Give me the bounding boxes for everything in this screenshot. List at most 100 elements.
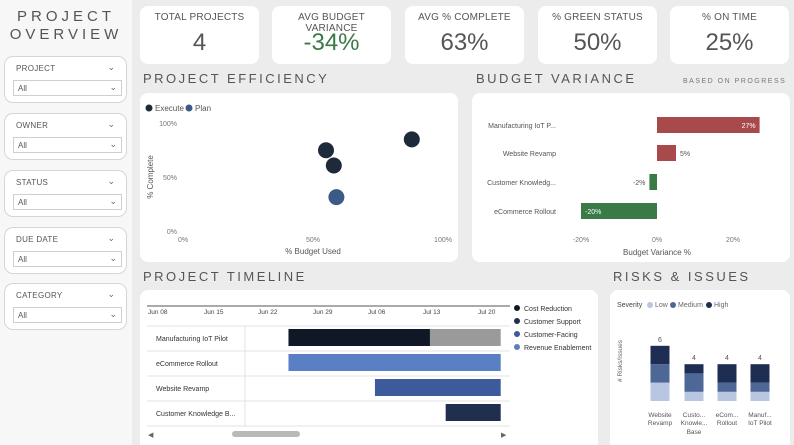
chevron-down-icon[interactable]: ⌄ bbox=[109, 196, 117, 206]
filter-value: All bbox=[18, 141, 27, 150]
budget-bar[interactable] bbox=[649, 174, 657, 190]
risk-total-label: 6 bbox=[658, 337, 662, 344]
chevron-down-icon[interactable]: ⌄ bbox=[109, 309, 117, 319]
filter-dropdown[interactable]: All ⌄ bbox=[13, 194, 122, 210]
legend-high-marker bbox=[706, 302, 712, 308]
gantt-bar[interactable] bbox=[374, 379, 501, 396]
risk-bar-low[interactable] bbox=[717, 391, 737, 401]
budget-bars: 27% 5% -2% -20% bbox=[581, 117, 760, 219]
risk-bar-low[interactable] bbox=[750, 391, 770, 401]
category-label: Customer Knowledg... bbox=[487, 180, 556, 187]
scatter-point-execute[interactable] bbox=[403, 131, 420, 148]
legend-low-label: Low bbox=[655, 302, 669, 309]
kpi-value: 4 bbox=[192, 29, 207, 56]
section-title-efficiency: PROJECT EFFICIENCY bbox=[143, 71, 330, 86]
chevron-down-icon[interactable]: ⌄ bbox=[107, 119, 115, 129]
risk-total-label: 4 bbox=[758, 355, 762, 362]
budget-bar-label: 5% bbox=[680, 151, 690, 158]
risk-bar-high[interactable] bbox=[750, 364, 770, 383]
risk-bar-low[interactable] bbox=[650, 382, 670, 401]
risks-panel: Severity Low Medium High # Risks/Issues … bbox=[610, 290, 790, 445]
chevron-down-icon[interactable]: ⌄ bbox=[107, 176, 115, 186]
task-label: Website Revamp bbox=[156, 386, 209, 393]
legend-customer-support-marker bbox=[514, 318, 520, 324]
x-tick-label: 20% bbox=[726, 237, 740, 244]
scroll-left-icon[interactable]: ◀ bbox=[148, 432, 154, 439]
kpi-label: AVG BUDGET VARIANCE bbox=[298, 12, 365, 34]
chevron-down-icon[interactable]: ⌄ bbox=[107, 289, 115, 299]
x-tick-label: 0% bbox=[652, 237, 662, 244]
gantt-bar[interactable] bbox=[445, 404, 501, 421]
legend-revenue-enablement-marker bbox=[514, 344, 520, 350]
timeline-gantt-chart: Jun 08 Jun 15 Jun 22 Jun 29 Jul 06 Jul 1… bbox=[147, 305, 591, 439]
filter-category[interactable]: CATEGORY ⌄ All ⌄ bbox=[4, 283, 127, 330]
legend-high-label: High bbox=[714, 302, 729, 309]
risk-bar-medium[interactable] bbox=[650, 364, 670, 383]
filter-dropdown[interactable]: All ⌄ bbox=[13, 251, 122, 267]
filter-owner[interactable]: OWNER ⌄ All ⌄ bbox=[4, 113, 127, 160]
filter-label: PROJECT bbox=[16, 64, 56, 73]
budget-bar[interactable] bbox=[657, 117, 760, 133]
risk-bar-high[interactable] bbox=[717, 364, 737, 383]
x-axis-label: % Budget Used bbox=[285, 247, 341, 256]
budget-bar-label: -20% bbox=[585, 209, 601, 216]
risk-bar-medium[interactable] bbox=[684, 373, 704, 392]
section-title-budget-variance: BUDGET VARIANCE bbox=[476, 71, 637, 86]
horizontal-scrollbar-thumb[interactable] bbox=[232, 431, 300, 437]
legend-plan-marker bbox=[185, 104, 193, 112]
category-label: Website bbox=[648, 412, 672, 419]
sidebar-title-line1: PROJECT bbox=[16, 8, 115, 25]
chevron-down-icon[interactable]: ⌄ bbox=[109, 253, 117, 263]
y-axis-label: # Risks/Issues bbox=[617, 339, 624, 382]
filter-project[interactable]: PROJECT ⌄ All ⌄ bbox=[4, 56, 127, 103]
kpi-value: 50% bbox=[573, 29, 622, 56]
filter-dropdown[interactable]: All ⌄ bbox=[13, 137, 122, 153]
legend-execute-label: Execute bbox=[155, 104, 184, 113]
risk-bar-medium[interactable] bbox=[717, 382, 737, 392]
category-label: eCom... bbox=[716, 412, 739, 419]
budget-note: BASED ON PROGRESS bbox=[683, 78, 787, 85]
filter-label: CATEGORY bbox=[16, 291, 63, 300]
kpi-label: % ON TIME bbox=[702, 12, 757, 23]
risk-bar-low[interactable] bbox=[684, 391, 704, 401]
kpi-value: 63% bbox=[440, 29, 489, 56]
filter-due-date[interactable]: DUE DATE ⌄ All ⌄ bbox=[4, 227, 127, 274]
filter-dropdown[interactable]: All ⌄ bbox=[13, 307, 122, 323]
x-tick-label: 0% bbox=[178, 237, 188, 244]
gantt-bars bbox=[288, 329, 501, 421]
chevron-down-icon[interactable]: ⌄ bbox=[109, 139, 117, 149]
gantt-bar-remaining[interactable] bbox=[429, 329, 501, 346]
date-tick-label: Jun 15 bbox=[204, 309, 224, 316]
gantt-bar-progress[interactable] bbox=[288, 329, 430, 346]
category-label: eCommerce Rollout bbox=[494, 209, 556, 216]
scatter-point-execute[interactable] bbox=[325, 157, 342, 174]
risk-bar-high[interactable] bbox=[684, 364, 704, 374]
chevron-down-icon[interactable]: ⌄ bbox=[109, 82, 117, 92]
chevron-down-icon[interactable]: ⌄ bbox=[107, 233, 115, 243]
budget-bar[interactable] bbox=[657, 145, 676, 161]
kpi-avg-budget-variance: AVG BUDGET VARIANCE -34% bbox=[272, 6, 391, 64]
scroll-right-icon[interactable]: ▶ bbox=[501, 432, 507, 439]
chevron-down-icon[interactable]: ⌄ bbox=[107, 62, 115, 72]
sidebar-title: PROJECT OVERVIEW bbox=[0, 8, 132, 44]
kpi-label: AVG % COMPLETE bbox=[418, 12, 511, 23]
date-tick-label: Jun 08 bbox=[148, 309, 168, 316]
kpi-label: % GREEN STATUS bbox=[552, 12, 643, 23]
filter-status[interactable]: STATUS ⌄ All ⌄ bbox=[4, 170, 127, 217]
gantt-bar[interactable] bbox=[288, 354, 501, 371]
y-axis-label: % Complete bbox=[146, 155, 155, 199]
risk-total-label: 4 bbox=[725, 355, 729, 362]
budget-variance-chart: Manufacturing IoT P... Website Revamp Cu… bbox=[487, 117, 760, 257]
risks-stacked-bar-chart: Severity Low Medium High # Risks/Issues … bbox=[617, 302, 772, 436]
risk-bar-high[interactable] bbox=[650, 345, 670, 365]
scatter-point-execute[interactable] bbox=[318, 142, 334, 159]
risk-bar-medium[interactable] bbox=[750, 382, 770, 392]
budget-bar[interactable] bbox=[581, 203, 657, 219]
efficiency-panel: Execute Plan 100% 50% 0% 0% 50% 100% % B… bbox=[140, 93, 458, 262]
scatter-point-plan[interactable] bbox=[328, 189, 345, 206]
task-label: eCommerce Rollout bbox=[156, 361, 218, 368]
legend-cost-reduction-marker bbox=[514, 305, 520, 311]
legend-medium-label: Medium bbox=[678, 302, 703, 309]
filter-dropdown[interactable]: All ⌄ bbox=[13, 80, 122, 96]
date-tick-label: Jul 13 bbox=[423, 309, 441, 316]
